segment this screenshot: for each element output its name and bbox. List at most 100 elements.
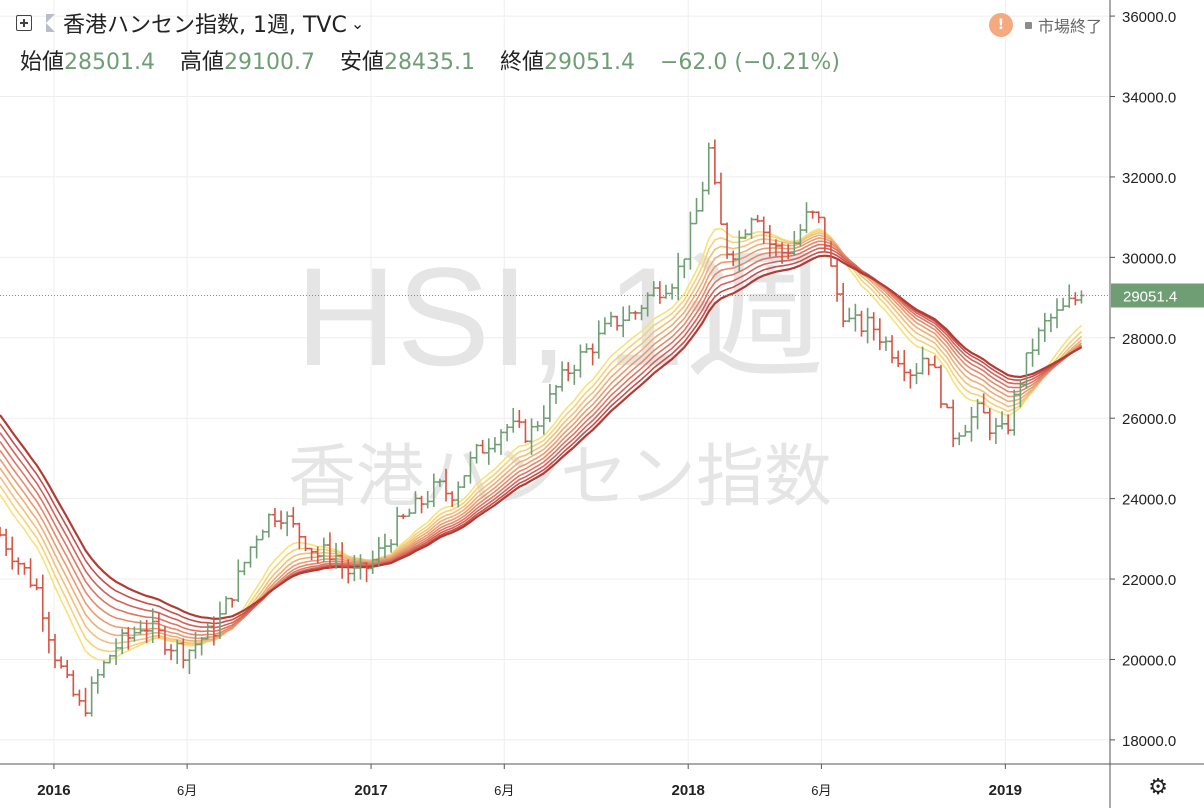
ohlc-bar	[198, 637, 205, 656]
ribbon-line	[0, 240, 1082, 636]
ohlc-bar	[100, 660, 107, 678]
ohlc-bar	[351, 555, 358, 582]
ohlc-bar	[210, 616, 217, 646]
ohlc-bar	[834, 259, 841, 302]
ohlc-bar	[1011, 389, 1018, 436]
ohlc-bar	[412, 491, 419, 514]
ohlc-bar	[565, 362, 572, 382]
ohlc-bar	[1078, 290, 1085, 304]
ohlc-bar	[21, 562, 28, 575]
flag-icon[interactable]	[46, 14, 55, 32]
ohlc-bar	[779, 242, 786, 264]
ohlc-bar	[907, 369, 914, 389]
ohlc-bar	[82, 687, 89, 717]
ohlc-bar	[534, 421, 541, 432]
ohlc-bar	[161, 626, 168, 655]
ohlc-bar	[339, 542, 346, 579]
last-price-label: 29051.4	[1123, 288, 1177, 305]
ohlc-bars	[0, 139, 1085, 717]
ohlc-bar	[45, 611, 52, 654]
ohlc-bar	[363, 562, 370, 583]
warning-icon[interactable]: !	[988, 13, 1013, 37]
ohlc-bar	[974, 399, 981, 430]
ohlc-bar	[937, 364, 944, 409]
ohlc-bar	[931, 355, 938, 369]
high-label: 高値	[180, 50, 225, 75]
plus-square-icon[interactable]	[16, 15, 32, 31]
ohlc-bar	[76, 689, 83, 706]
ohlc-bar	[168, 644, 175, 661]
chevron-down-icon[interactable]: ⌄	[350, 13, 365, 33]
ohlc-bar	[852, 303, 859, 332]
ohlc-bar	[699, 181, 706, 212]
ohlc-bar	[913, 363, 920, 385]
change-value: −62.0 (−0.21%)	[660, 50, 840, 75]
ribbon-line	[0, 247, 1082, 629]
y-tick-label: 36000.0	[1122, 9, 1176, 26]
low-label: 安値	[340, 50, 385, 75]
ohlc-bar	[326, 532, 333, 569]
ohlc-bar	[1054, 298, 1061, 329]
ohlc-bar	[455, 481, 462, 508]
ohlc-bar	[369, 550, 376, 574]
ohlc-bar	[607, 311, 614, 327]
ohlc-bar	[1005, 414, 1012, 435]
ohlc-bar	[333, 542, 340, 569]
moving-average-ribbon	[0, 227, 1083, 661]
ohlc-bar	[950, 399, 957, 448]
ohlc-bar	[919, 346, 926, 375]
ohlc-bar	[27, 558, 34, 588]
ohlc-bar	[925, 357, 932, 376]
ohlc-bar	[308, 547, 315, 561]
ohlc-bar	[583, 343, 590, 354]
ohlc-bar	[357, 554, 364, 580]
ohlc-bar	[882, 336, 889, 351]
ohlc-bar	[571, 364, 578, 385]
ohlc-bar	[864, 307, 871, 344]
ribbon-line	[0, 227, 1083, 661]
y-tick-label: 24000.0	[1122, 492, 1176, 509]
ohlc-bar	[436, 478, 443, 487]
symbol-title[interactable]: 香港ハンセン指数, 1週, TVC	[63, 13, 347, 38]
y-tick-label: 28000.0	[1122, 331, 1176, 348]
ohlc-bar	[9, 536, 16, 570]
close-value: 29051.4	[544, 50, 635, 75]
ohlc-bar	[669, 283, 676, 300]
ohlc-bar	[125, 626, 132, 650]
ohlc-bar	[620, 306, 627, 338]
ohlc-bar	[443, 468, 450, 502]
ohlc-bar	[962, 424, 969, 437]
ohlc-bar	[491, 437, 498, 453]
ohlc-bar	[589, 343, 596, 366]
ohlc-bar	[1029, 338, 1036, 367]
ohlc-bar	[119, 628, 126, 655]
ohlc-bar	[94, 669, 101, 694]
ohlc-bar	[106, 654, 113, 664]
ohlc-bar	[730, 250, 737, 267]
gear-icon[interactable]: ⚙	[1148, 775, 1168, 800]
ohlc-bar	[711, 139, 718, 185]
ribbon-line	[0, 254, 1083, 621]
ohlc-bar	[968, 407, 975, 442]
y-tick-label: 22000.0	[1122, 572, 1176, 589]
ohlc-bar	[64, 659, 71, 679]
ohlc-bar	[479, 439, 486, 454]
ohlc-bar	[553, 384, 560, 404]
ohlc-bar	[901, 349, 908, 382]
x-tick-label: 2018	[672, 782, 705, 799]
ohlc-bar	[302, 535, 309, 552]
ohlc-bar	[595, 320, 602, 359]
ohlc-bar	[424, 490, 431, 509]
ohlc-bar	[681, 258, 688, 279]
ohlc-bar	[803, 202, 810, 233]
ohlc-bar	[259, 529, 266, 541]
ohlc-bar	[473, 443, 480, 464]
ohlc-bar	[0, 526, 3, 537]
ohlc-bar	[375, 537, 382, 567]
y-tick-label: 32000.0	[1122, 170, 1176, 187]
ohlc-bar	[858, 310, 865, 337]
ohlc-bar	[3, 528, 10, 557]
ohlc-bar	[516, 410, 523, 428]
x-tick-label: 6月	[177, 783, 197, 798]
